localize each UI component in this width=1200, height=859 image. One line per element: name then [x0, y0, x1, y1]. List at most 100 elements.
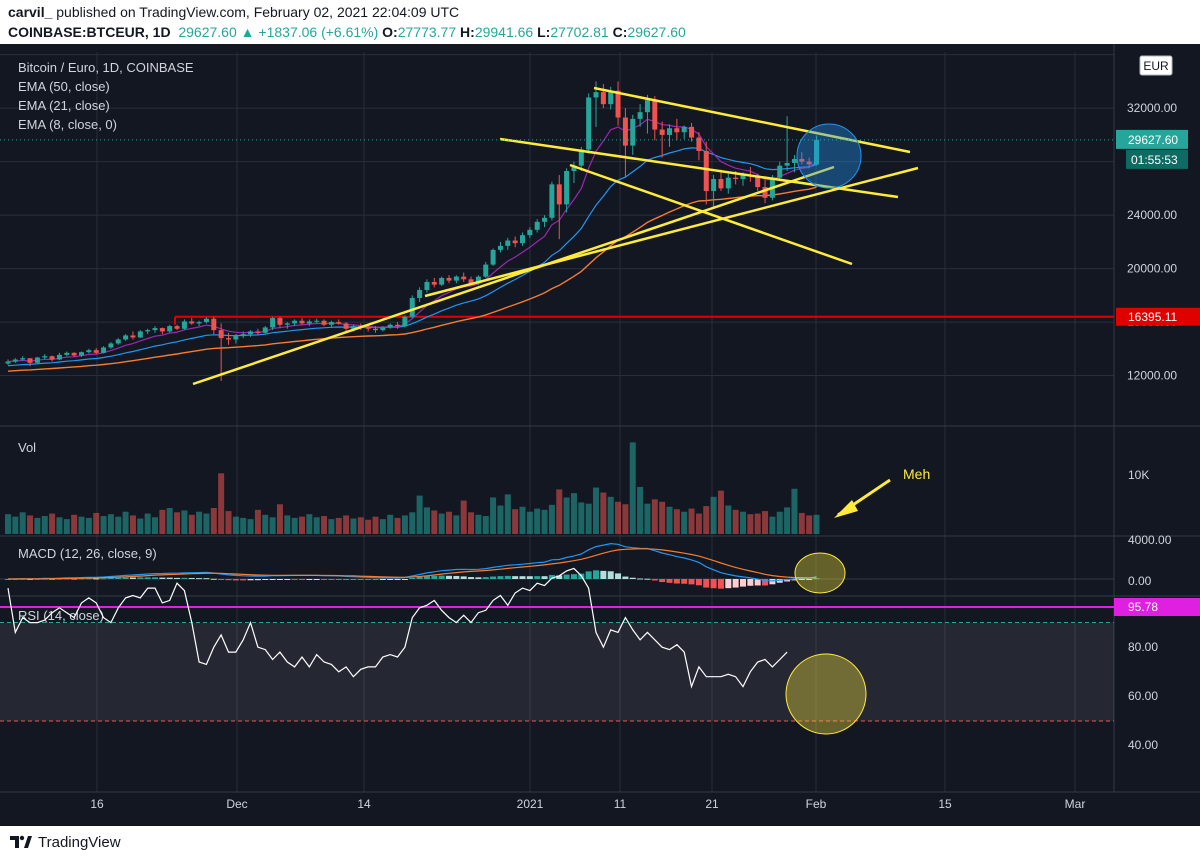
- currency-badge[interactable]: [1139, 55, 1173, 76]
- volume-bar: [210, 507, 217, 534]
- last-price-tag: [1116, 129, 1188, 149]
- candle-body: [718, 179, 724, 189]
- volume-bar: [578, 502, 585, 534]
- chart-svg[interactable]: Bitcoin / Euro, 1D, COINBASE EMA (50, cl…: [0, 44, 1200, 826]
- price-change: +1837.06 (+6.61%): [258, 24, 379, 40]
- macd-histogram-bar: [262, 579, 269, 580]
- footer-brand[interactable]: TradingView: [38, 834, 121, 851]
- highlight-circle-macd[interactable]: [794, 552, 846, 594]
- macd-histogram-bar: [490, 576, 497, 579]
- candle-body: [674, 128, 680, 133]
- volume-bar: [791, 488, 798, 534]
- highlight-circle-rsi[interactable]: [785, 653, 867, 735]
- candle-body: [248, 331, 254, 335]
- rsi-line: [7, 567, 788, 689]
- volume-bar: [299, 516, 305, 534]
- high-value: 29941.66: [474, 24, 534, 40]
- macd-tick-0: 0.00: [1128, 574, 1152, 588]
- tradingview-logo-icon[interactable]: [10, 833, 32, 851]
- volume-bar: [585, 503, 592, 534]
- macd-histogram-bar: [703, 579, 710, 588]
- candle-body: [542, 217, 548, 222]
- macd-histogram-bar: [446, 575, 452, 579]
- candle-body: [461, 276, 467, 280]
- macd-histogram-bar: [232, 579, 239, 581]
- rsi-level-tag-text: 95.78: [1128, 600, 1158, 614]
- time-axis[interactable]: 16 Dec 14 2021 11 21 Feb 15 Mar: [90, 797, 1085, 811]
- macd-histogram-bar: [791, 579, 798, 581]
- volume-bar: [482, 516, 489, 534]
- candle-body: [123, 335, 129, 340]
- volume-bar: [372, 516, 379, 534]
- volume-bar: [717, 490, 724, 534]
- macd-histogram-bar: [144, 577, 151, 579]
- candle-body: [321, 320, 327, 325]
- macd-histogram-bar: [659, 579, 666, 583]
- close-label: C:: [612, 24, 628, 40]
- macd-label: MACD (12, 26, close, 9): [18, 546, 157, 561]
- volume-bar: [446, 511, 452, 534]
- macd-histogram-bar: [129, 577, 136, 579]
- volume-bar: [468, 512, 475, 534]
- candle-body: [681, 126, 687, 133]
- candle-body: [49, 356, 55, 360]
- volume-bar: [622, 504, 629, 534]
- candle-body: [424, 281, 430, 290]
- volume-bar: [12, 516, 19, 534]
- volume-bar: [416, 495, 423, 534]
- footer: TradingView: [0, 826, 1200, 859]
- countdown-tag: [1126, 149, 1188, 169]
- macd-histogram-bar: [188, 577, 195, 579]
- volume-bar: [666, 506, 673, 534]
- macd-histogram-bar: [122, 577, 129, 579]
- price-tick-label: 32000.00: [1127, 101, 1177, 115]
- candle-body: [306, 321, 312, 324]
- volume-bar: [401, 515, 408, 534]
- volume-bar: [93, 512, 100, 534]
- meh-arrow-head-icon: [834, 500, 858, 518]
- author-name[interactable]: carvil_: [8, 4, 53, 20]
- volume-bar: [262, 514, 269, 534]
- time-tick-label: Mar: [1065, 797, 1086, 811]
- chart-area[interactable]: Bitcoin / Euro, 1D, COINBASE EMA (50, cl…: [0, 44, 1200, 826]
- grid-lines: [0, 52, 1114, 792]
- candle-body: [777, 165, 783, 178]
- macd-histogram-bar: [460, 576, 467, 579]
- candle-body: [527, 229, 533, 236]
- volume-bars: [5, 442, 820, 534]
- highlight-circle-price[interactable]: [796, 123, 862, 189]
- volume-bar: [607, 496, 614, 534]
- volume-bar: [504, 494, 511, 534]
- candle-body: [284, 323, 290, 325]
- candle-body: [167, 326, 173, 332]
- candle-body: [402, 316, 408, 327]
- pane-separators: [0, 44, 1200, 793]
- ema8-label: EMA (8, close, 0): [18, 117, 117, 132]
- candle-body: [130, 335, 136, 338]
- candle-body: [453, 276, 459, 281]
- volume-bar: [423, 507, 430, 534]
- volume-bar: [688, 508, 695, 534]
- volume-bar: [188, 514, 195, 534]
- macd-histogram-bar: [357, 579, 364, 580]
- volume-bar: [276, 504, 283, 534]
- volume-bar: [196, 511, 203, 534]
- macd-histogram-bar: [622, 576, 629, 579]
- support-line-group[interactable]: [174, 315, 1114, 325]
- candle-body: [262, 327, 268, 333]
- chart-header: carvil_ published on TradingView.com, Fe…: [0, 0, 1200, 44]
- candle-body: [395, 324, 401, 327]
- candle-body: [711, 179, 717, 192]
- macd-histogram-bar: [78, 578, 85, 580]
- candle-body: [483, 264, 489, 277]
- volume-bar: [710, 496, 717, 534]
- volume-bar: [122, 511, 129, 534]
- candle-body: [93, 350, 99, 353]
- volume-bar: [497, 505, 504, 534]
- macd-histogram-bar: [534, 576, 541, 579]
- candle-body: [733, 177, 739, 180]
- candle-body: [703, 150, 709, 192]
- time-tick-label: 2021: [517, 797, 544, 811]
- trendline: [192, 165, 835, 386]
- macd-histogram-bar: [196, 578, 203, 580]
